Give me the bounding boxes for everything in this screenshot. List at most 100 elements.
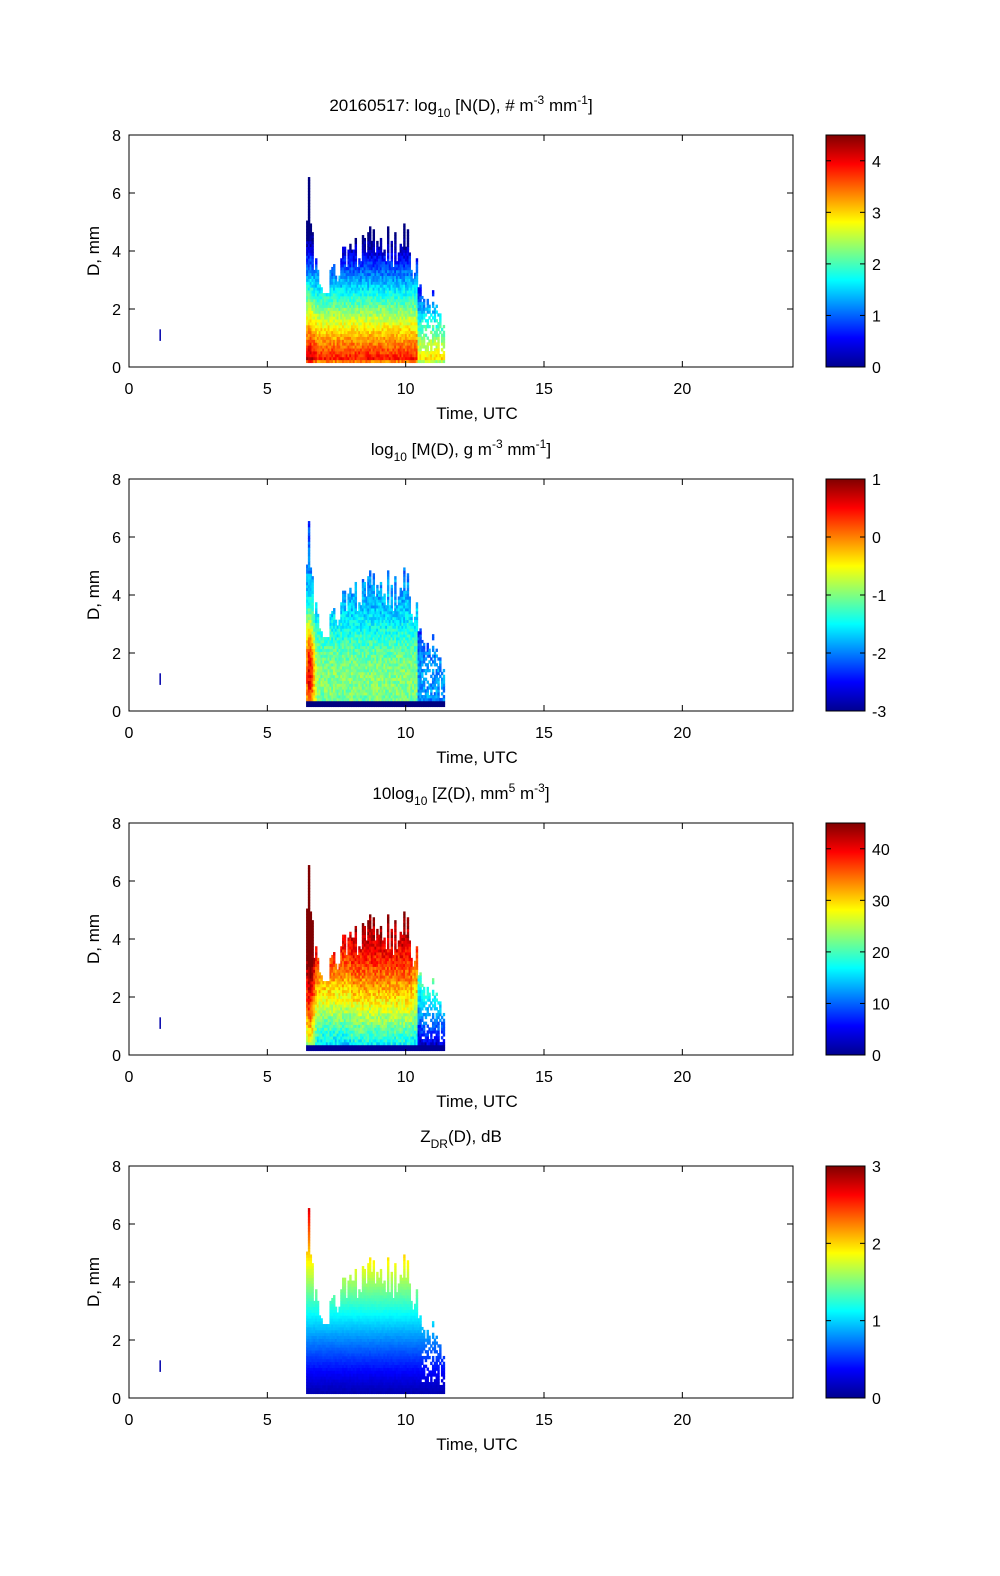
heatmap-cell <box>352 677 356 681</box>
heatmap-cell <box>399 680 402 684</box>
heatmap-cell <box>381 668 384 673</box>
heatmap-cell <box>322 293 325 297</box>
heatmap-cell <box>342 628 345 632</box>
heatmap-cell <box>352 651 356 655</box>
heatmap-cell <box>338 333 341 337</box>
heatmap-cell <box>370 287 374 291</box>
heatmap-cell <box>381 608 384 612</box>
heatmap-cell <box>338 645 341 650</box>
heatmap-cell <box>397 677 401 681</box>
heatmap-cell <box>419 645 422 650</box>
heatmap-cell <box>383 608 386 612</box>
heatmap-cell <box>404 605 408 609</box>
heatmap-cell <box>343 625 347 629</box>
heatmap-cell <box>320 683 323 687</box>
heatmap-cell <box>367 293 370 297</box>
heatmap-cell <box>351 613 354 618</box>
heatmap-cell <box>379 284 383 288</box>
heatmap-cell <box>347 663 350 667</box>
heatmap-cell <box>307 307 311 311</box>
heatmap-cell <box>404 275 408 279</box>
heatmap-cell <box>374 252 377 256</box>
heatmap-cell <box>408 281 411 285</box>
heatmap-cell <box>311 272 314 277</box>
y-tick-label: 8 <box>112 128 121 145</box>
heatmap-cell <box>309 703 313 708</box>
heatmap-cell <box>395 327 399 332</box>
heatmap-cell <box>390 284 393 288</box>
heatmap-cell <box>367 703 370 708</box>
heatmap-cell <box>424 333 428 337</box>
heatmap-cell <box>363 631 367 635</box>
heatmap-cell <box>336 674 340 679</box>
heatmap-cell <box>345 642 349 647</box>
heatmap-cell <box>372 356 376 361</box>
heatmap-cell <box>315 625 318 629</box>
heatmap-cell <box>369 310 372 314</box>
heatmap-cell <box>385 278 388 282</box>
heatmap-cell <box>392 293 395 297</box>
heatmap-cell <box>369 252 372 256</box>
heatmap-cell <box>386 634 390 638</box>
heatmap-cell <box>322 677 325 681</box>
heatmap-cell <box>358 261 361 265</box>
heatmap-cell <box>363 584 367 589</box>
heatmap-cell <box>307 353 311 358</box>
heatmap-cell <box>327 298 331 303</box>
heatmap-cell <box>329 293 332 297</box>
heatmap-cell <box>306 287 309 291</box>
heatmap-cell <box>361 622 365 626</box>
heatmap-cell <box>370 605 374 609</box>
heatmap-cell <box>342 663 345 667</box>
heatmap-cell <box>342 625 345 629</box>
heatmap-cell <box>381 631 384 635</box>
heatmap-cell <box>417 660 420 664</box>
heatmap-cell <box>352 648 356 652</box>
heatmap-cell <box>376 628 379 632</box>
heatmap-cell <box>347 683 350 687</box>
heatmap-cell <box>320 330 323 335</box>
heatmap-cell <box>401 634 404 638</box>
heatmap-cell <box>311 628 314 632</box>
heatmap-cell <box>390 304 393 308</box>
heatmap-cell <box>336 304 340 308</box>
heatmap-cell <box>390 345 393 349</box>
heatmap-cell <box>324 348 327 352</box>
heatmap-cell <box>367 287 370 291</box>
heatmap-cell <box>316 298 320 303</box>
heatmap-cell <box>354 330 358 335</box>
heatmap-cell <box>329 310 332 314</box>
heatmap-cell <box>401 677 404 681</box>
heatmap-cell <box>383 671 386 676</box>
heatmap-cell <box>334 324 338 329</box>
heatmap-cell <box>369 596 372 600</box>
heatmap-cell <box>413 671 417 676</box>
heatmap-cell <box>412 290 415 294</box>
heatmap-cell <box>325 695 329 699</box>
heatmap-cell <box>383 689 386 693</box>
heatmap-cell <box>395 281 399 285</box>
heatmap-cell <box>376 587 379 592</box>
heatmap-cell <box>394 590 397 594</box>
heatmap-cell <box>370 703 374 708</box>
heatmap-cell <box>397 660 401 664</box>
heatmap-cell <box>309 324 313 329</box>
heatmap-cell <box>349 359 352 364</box>
heatmap-cell <box>369 330 372 335</box>
heatmap-cell <box>367 243 370 248</box>
heatmap-cell <box>306 637 309 641</box>
colorbar-tick-label: 2 <box>872 257 881 274</box>
heatmap-cell <box>415 613 419 618</box>
heatmap-cell <box>394 264 397 268</box>
heatmap-cell <box>376 703 379 708</box>
heatmap-cell <box>388 686 392 690</box>
heatmap-cell <box>336 631 340 635</box>
heatmap-cell <box>307 214 311 219</box>
heatmap-cell <box>361 645 365 650</box>
heatmap-cell <box>410 680 413 684</box>
heatmap-cell <box>342 651 345 655</box>
heatmap-cell <box>381 622 384 626</box>
heatmap-cell <box>431 353 435 358</box>
heatmap-cell <box>342 683 345 687</box>
heatmap-cell <box>378 249 381 253</box>
